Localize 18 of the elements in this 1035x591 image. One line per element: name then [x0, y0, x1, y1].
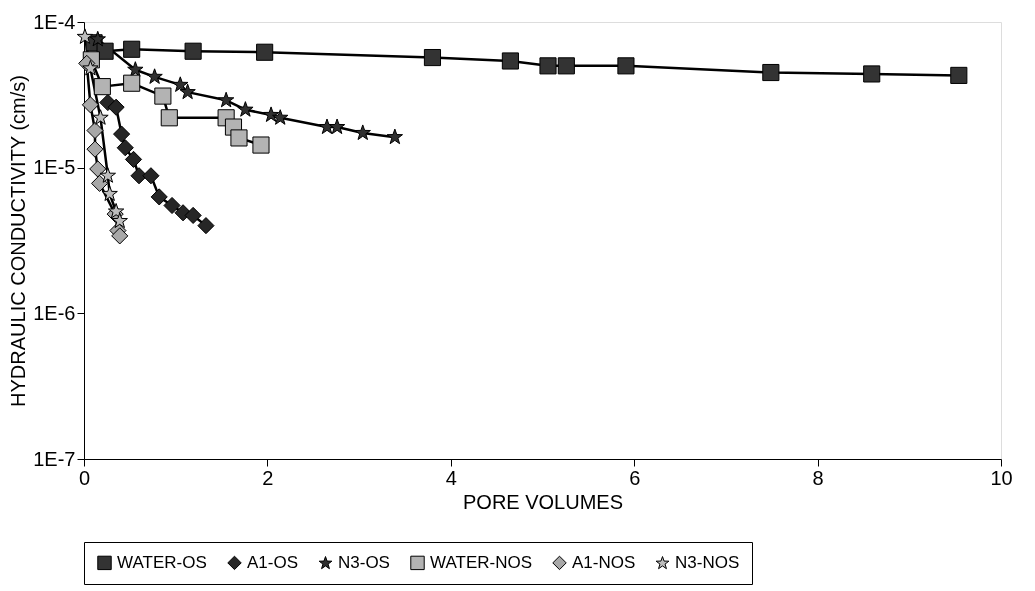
y-tick-label: 1E-5 [33, 156, 76, 179]
legend-label: A1-OS [247, 552, 299, 572]
legend-label: A1-NOS [572, 552, 636, 572]
legend-label: N3-OS [338, 553, 390, 573]
x-tick-label: 10 [990, 466, 1013, 489]
x-axis-title: PORE VOLUMES [462, 490, 624, 513]
x-tick-label: 2 [262, 466, 274, 489]
y-axis-title: HYDRAULIC CONDUCTIVITY (cm/s) [7, 75, 30, 407]
y-tick-label: 1E-4 [33, 10, 76, 33]
x-tick-label: 4 [445, 466, 457, 489]
legend-label: N3-NOS [675, 553, 740, 573]
x-tick-label: 6 [629, 466, 641, 489]
y-tick-label: 1E-7 [33, 447, 76, 470]
legend-label: WATER-NOS [430, 552, 532, 572]
y-tick-label: 1E-6 [33, 301, 76, 324]
x-tick-label: 0 [78, 466, 91, 489]
x-tick-label: 8 [812, 466, 824, 489]
legend-label: WATER-OS [117, 552, 207, 572]
